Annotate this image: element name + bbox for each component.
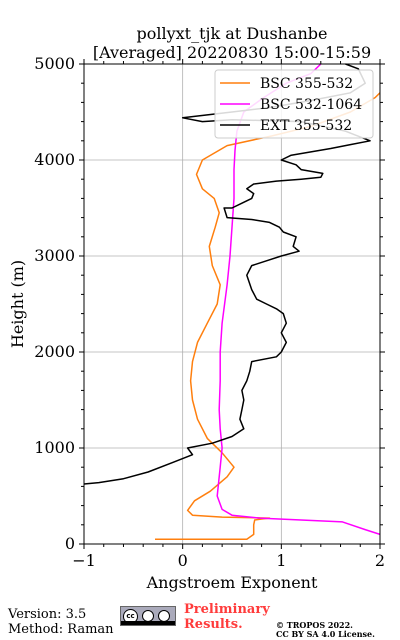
y-axis-label: Height (m) — [8, 260, 27, 348]
preliminary-label-line2: Results. — [184, 617, 243, 632]
x-tick-label: 2 — [375, 551, 385, 570]
chart-title-line2: [Averaged] 20220830 15:00-15:59 — [92, 43, 372, 62]
method-text: Method: Raman — [8, 622, 114, 637]
legend-label: BSC 355-532 — [260, 76, 353, 92]
y-tick-label: 3000 — [34, 246, 75, 265]
cc-by-sa-icon: cc — [120, 606, 176, 626]
legend-label: BSC 532-1064 — [260, 97, 362, 113]
x-tick-label: 0 — [178, 551, 188, 570]
y-tick-label: 2000 — [34, 342, 75, 361]
version-text: Version: 3.5 — [8, 607, 87, 622]
preliminary-label-line1: Preliminary — [184, 602, 270, 617]
x-axis-label: Angstroem Exponent — [146, 573, 318, 592]
y-tick-label: 0 — [65, 534, 75, 553]
y-tick-label: 1000 — [34, 438, 75, 457]
axis-ticks — [79, 59, 385, 549]
y-tick-label: 5000 — [34, 54, 75, 73]
y-tick-label: 4000 — [34, 150, 75, 169]
copyright-line1: © TROPOS 2022. — [276, 620, 353, 630]
copyright-line2: CC BY SA 4.0 License. — [276, 629, 375, 639]
plot-frame — [83, 63, 381, 545]
legend-label: EXT 355-532 — [260, 118, 352, 134]
x-tick-label: −1 — [72, 551, 96, 570]
legend-box — [214, 69, 374, 139]
legend: BSC 355-532 BSC 532-1064 EXT 355-532 — [214, 69, 374, 139]
chart-title-line1: pollyxt_tjk at Dushanbe — [136, 24, 328, 43]
x-tick-label: 1 — [276, 551, 286, 570]
